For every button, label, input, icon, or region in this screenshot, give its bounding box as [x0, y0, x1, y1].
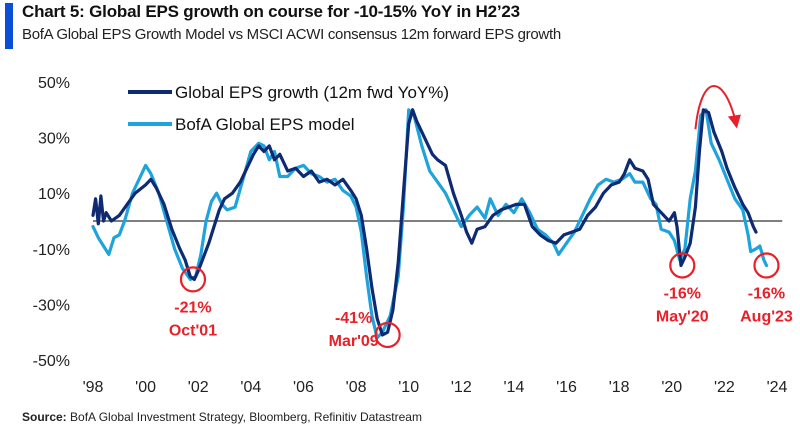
x-tick-label: '12 [451, 379, 472, 396]
series-group [91, 108, 769, 340]
legend-label: Global EPS growth (12m fwd YoY%) [175, 83, 449, 102]
annotation-date: Mar'09 [329, 333, 379, 350]
x-tick-label: '98 [83, 379, 104, 396]
arrow-curve [694, 85, 736, 130]
x-tick-label: '16 [556, 379, 577, 396]
title-accent-bar [5, 3, 13, 49]
y-tick-label: 10% [38, 186, 70, 203]
x-tick-label: '24 [767, 379, 788, 396]
arrow-head-icon [727, 114, 741, 129]
x-tick-label: '08 [346, 379, 367, 396]
peak-downturn-arrow [694, 85, 741, 130]
y-axis: 50% 30% 10% -10% -30% -50% [33, 75, 70, 370]
annotation-circle [179, 266, 207, 293]
x-tick-label: '10 [398, 379, 419, 396]
source-note: Source: BofA Global Investment Strategy,… [22, 410, 422, 424]
legend-label: BofA Global EPS model [175, 115, 355, 134]
annotation-circle [374, 321, 401, 349]
chart-subtitle: BofA Global EPS Growth Model vs MSCI ACW… [22, 26, 561, 43]
source-label: Source: [22, 410, 67, 424]
y-tick-label: -10% [33, 242, 70, 259]
y-tick-label: 30% [38, 131, 70, 148]
annotation-value: -16% [664, 285, 701, 302]
legend: Global EPS growth (12m fwd YoY%) BofA Glo… [128, 83, 449, 134]
x-tick-label: '04 [240, 379, 261, 396]
y-tick-label: 50% [38, 75, 70, 92]
annotation-value: -16% [748, 285, 785, 302]
x-tick-label: '00 [135, 379, 156, 396]
x-axis: '98 '00 '02 '04 '06 '08 '10 '12 '14 '16 '18 '20 '22 '… [83, 379, 788, 396]
annotation-date: Aug'23 [740, 308, 793, 325]
x-tick-label: '06 [293, 379, 314, 396]
annotation-date: Oct'01 [169, 322, 217, 339]
annotations: -21% Oct'01 -41% Mar'09 -16% May'20 -16% Aug'23 [169, 252, 793, 350]
x-tick-label: '18 [609, 379, 630, 396]
annotation-circle [669, 252, 696, 279]
series-line-bofa-model [91, 108, 769, 340]
source-text: BofA Global Investment Strategy, Bloombe… [70, 410, 422, 424]
y-tick-label: -50% [33, 353, 70, 370]
annotation-value: -21% [174, 299, 211, 316]
chart-title: Chart 5: Global EPS growth on course for… [22, 2, 520, 21]
annotation-circle [753, 252, 780, 279]
series-line-global-eps-growth [91, 108, 758, 337]
x-tick-label: '22 [714, 379, 735, 396]
x-tick-label: '14 [503, 379, 524, 396]
x-tick-label: '02 [188, 379, 209, 396]
x-tick-label: '20 [661, 379, 682, 396]
annotation-value: -41% [335, 310, 372, 327]
y-tick-label: -30% [33, 297, 70, 314]
annotation-date: May'20 [656, 308, 709, 325]
